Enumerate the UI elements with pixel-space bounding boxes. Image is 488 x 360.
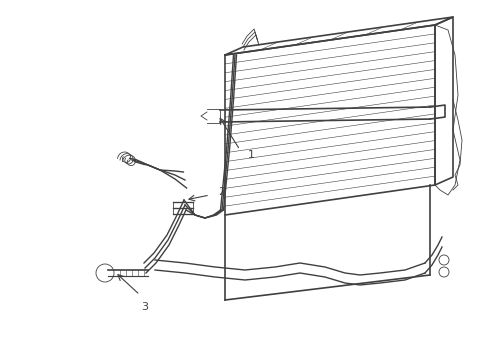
Text: 1: 1 (247, 150, 254, 160)
Text: 3: 3 (141, 302, 148, 312)
Text: 2: 2 (218, 187, 224, 197)
